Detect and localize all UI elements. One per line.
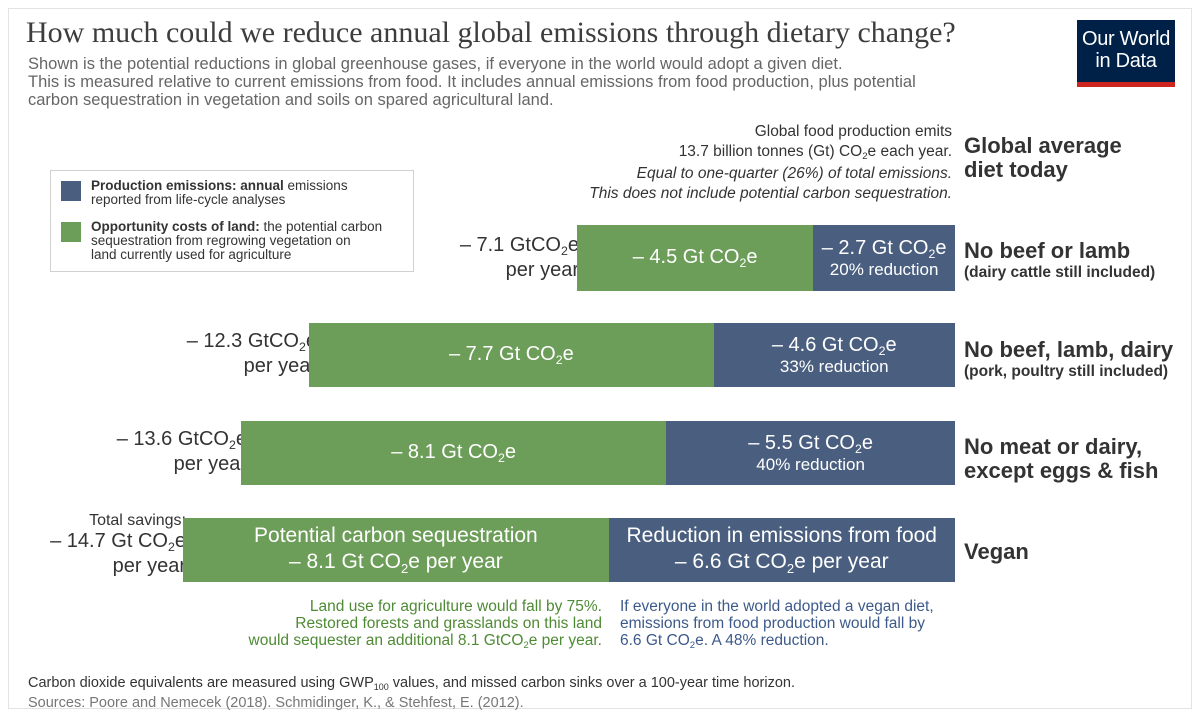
- bar-opportunity-no-meat-dairy: – 8.1 Gt CO2e: [241, 421, 667, 485]
- logo-line-2: in Data: [1095, 50, 1157, 72]
- subtitle-line-3: carbon sequestration in vegetation and s…: [28, 91, 554, 109]
- footer-note: Carbon dioxide equivalents are measured …: [28, 675, 795, 693]
- owid-logo[interactable]: Our World in Data: [1077, 20, 1175, 87]
- legend-swatch-production: [61, 181, 81, 201]
- bar-opportunity-no-beef-lamb: – 4.5 Gt CO2e: [577, 225, 814, 291]
- legend: Production emissions: annual emissions r…: [50, 170, 414, 272]
- row-4-total-label: Total savings: – 14.7 Gt CO2e per year: [50, 512, 186, 577]
- row-2-total-label: – 12.3 GtCO2e per year: [186, 330, 317, 377]
- row-1-total-label: – 7.1 GtCO2e per year: [459, 234, 579, 281]
- chart-title: How much could we reduce annual global e…: [26, 16, 956, 49]
- row-label-no-meat-dairy: No meat or dairy, except eggs & fish: [964, 434, 1159, 483]
- row-label-no-beef-lamb: No beef or lamb (dairy cattle still incl…: [964, 238, 1156, 282]
- bar-opportunity-vegan: Potential carbon sequestration – 8.1 Gt …: [183, 518, 609, 582]
- bar-production-no-meat-dairy: – 5.5 Gt CO2e 40% reduction: [666, 421, 955, 485]
- vegan-emissions-note: If everyone in the world adopted a vegan…: [620, 598, 934, 652]
- subtitle-line-2: This is measured relative to current emi…: [28, 73, 916, 91]
- global-line-4: This does not include potential carbon s…: [589, 185, 952, 202]
- legend-swatch-opportunity: [61, 222, 81, 242]
- chart-frame: [8, 8, 1192, 709]
- global-line-2: 13.7 billion tonnes (Gt) CO2e each year.: [678, 143, 952, 163]
- row-3-total-label: – 13.6 GtCO2e per year: [116, 428, 247, 475]
- bar-production-no-beef-lamb: – 2.7 Gt CO2e 20% reduction: [813, 225, 955, 291]
- global-line-1: Global food production emits: [754, 123, 952, 140]
- subtitle-line-1: Shown is the potential reductions in glo…: [28, 55, 843, 73]
- chart-subtitle: Shown is the potential reductions in glo…: [28, 55, 1048, 109]
- footer-sources: Sources: Poore and Nemecek (2018). Schmi…: [28, 695, 524, 711]
- row-label-vegan: Vegan: [964, 539, 1029, 564]
- logo-line-1: Our World: [1081, 28, 1171, 50]
- global-line-3: Equal to one-quarter (26%) of total emis…: [636, 165, 952, 182]
- row-label-global-average: Global average diet today: [964, 133, 1122, 182]
- vegan-land-use-note: Land use for agriculture would fall by 7…: [248, 598, 602, 652]
- bar-opportunity-no-beef-lamb-dairy: – 7.7 Gt CO2e: [309, 323, 714, 387]
- global-emissions-annotation: Global food production emits 13.7 billio…: [589, 122, 952, 204]
- bar-production-vegan: Reduction in emissions from food – 6.6 G…: [608, 518, 955, 582]
- bar-production-no-beef-lamb-dairy: – 4.6 Gt CO2e 33% reduction: [713, 323, 955, 387]
- row-label-no-beef-lamb-dairy: No beef, lamb, dairy (pork, poultry stil…: [964, 337, 1174, 381]
